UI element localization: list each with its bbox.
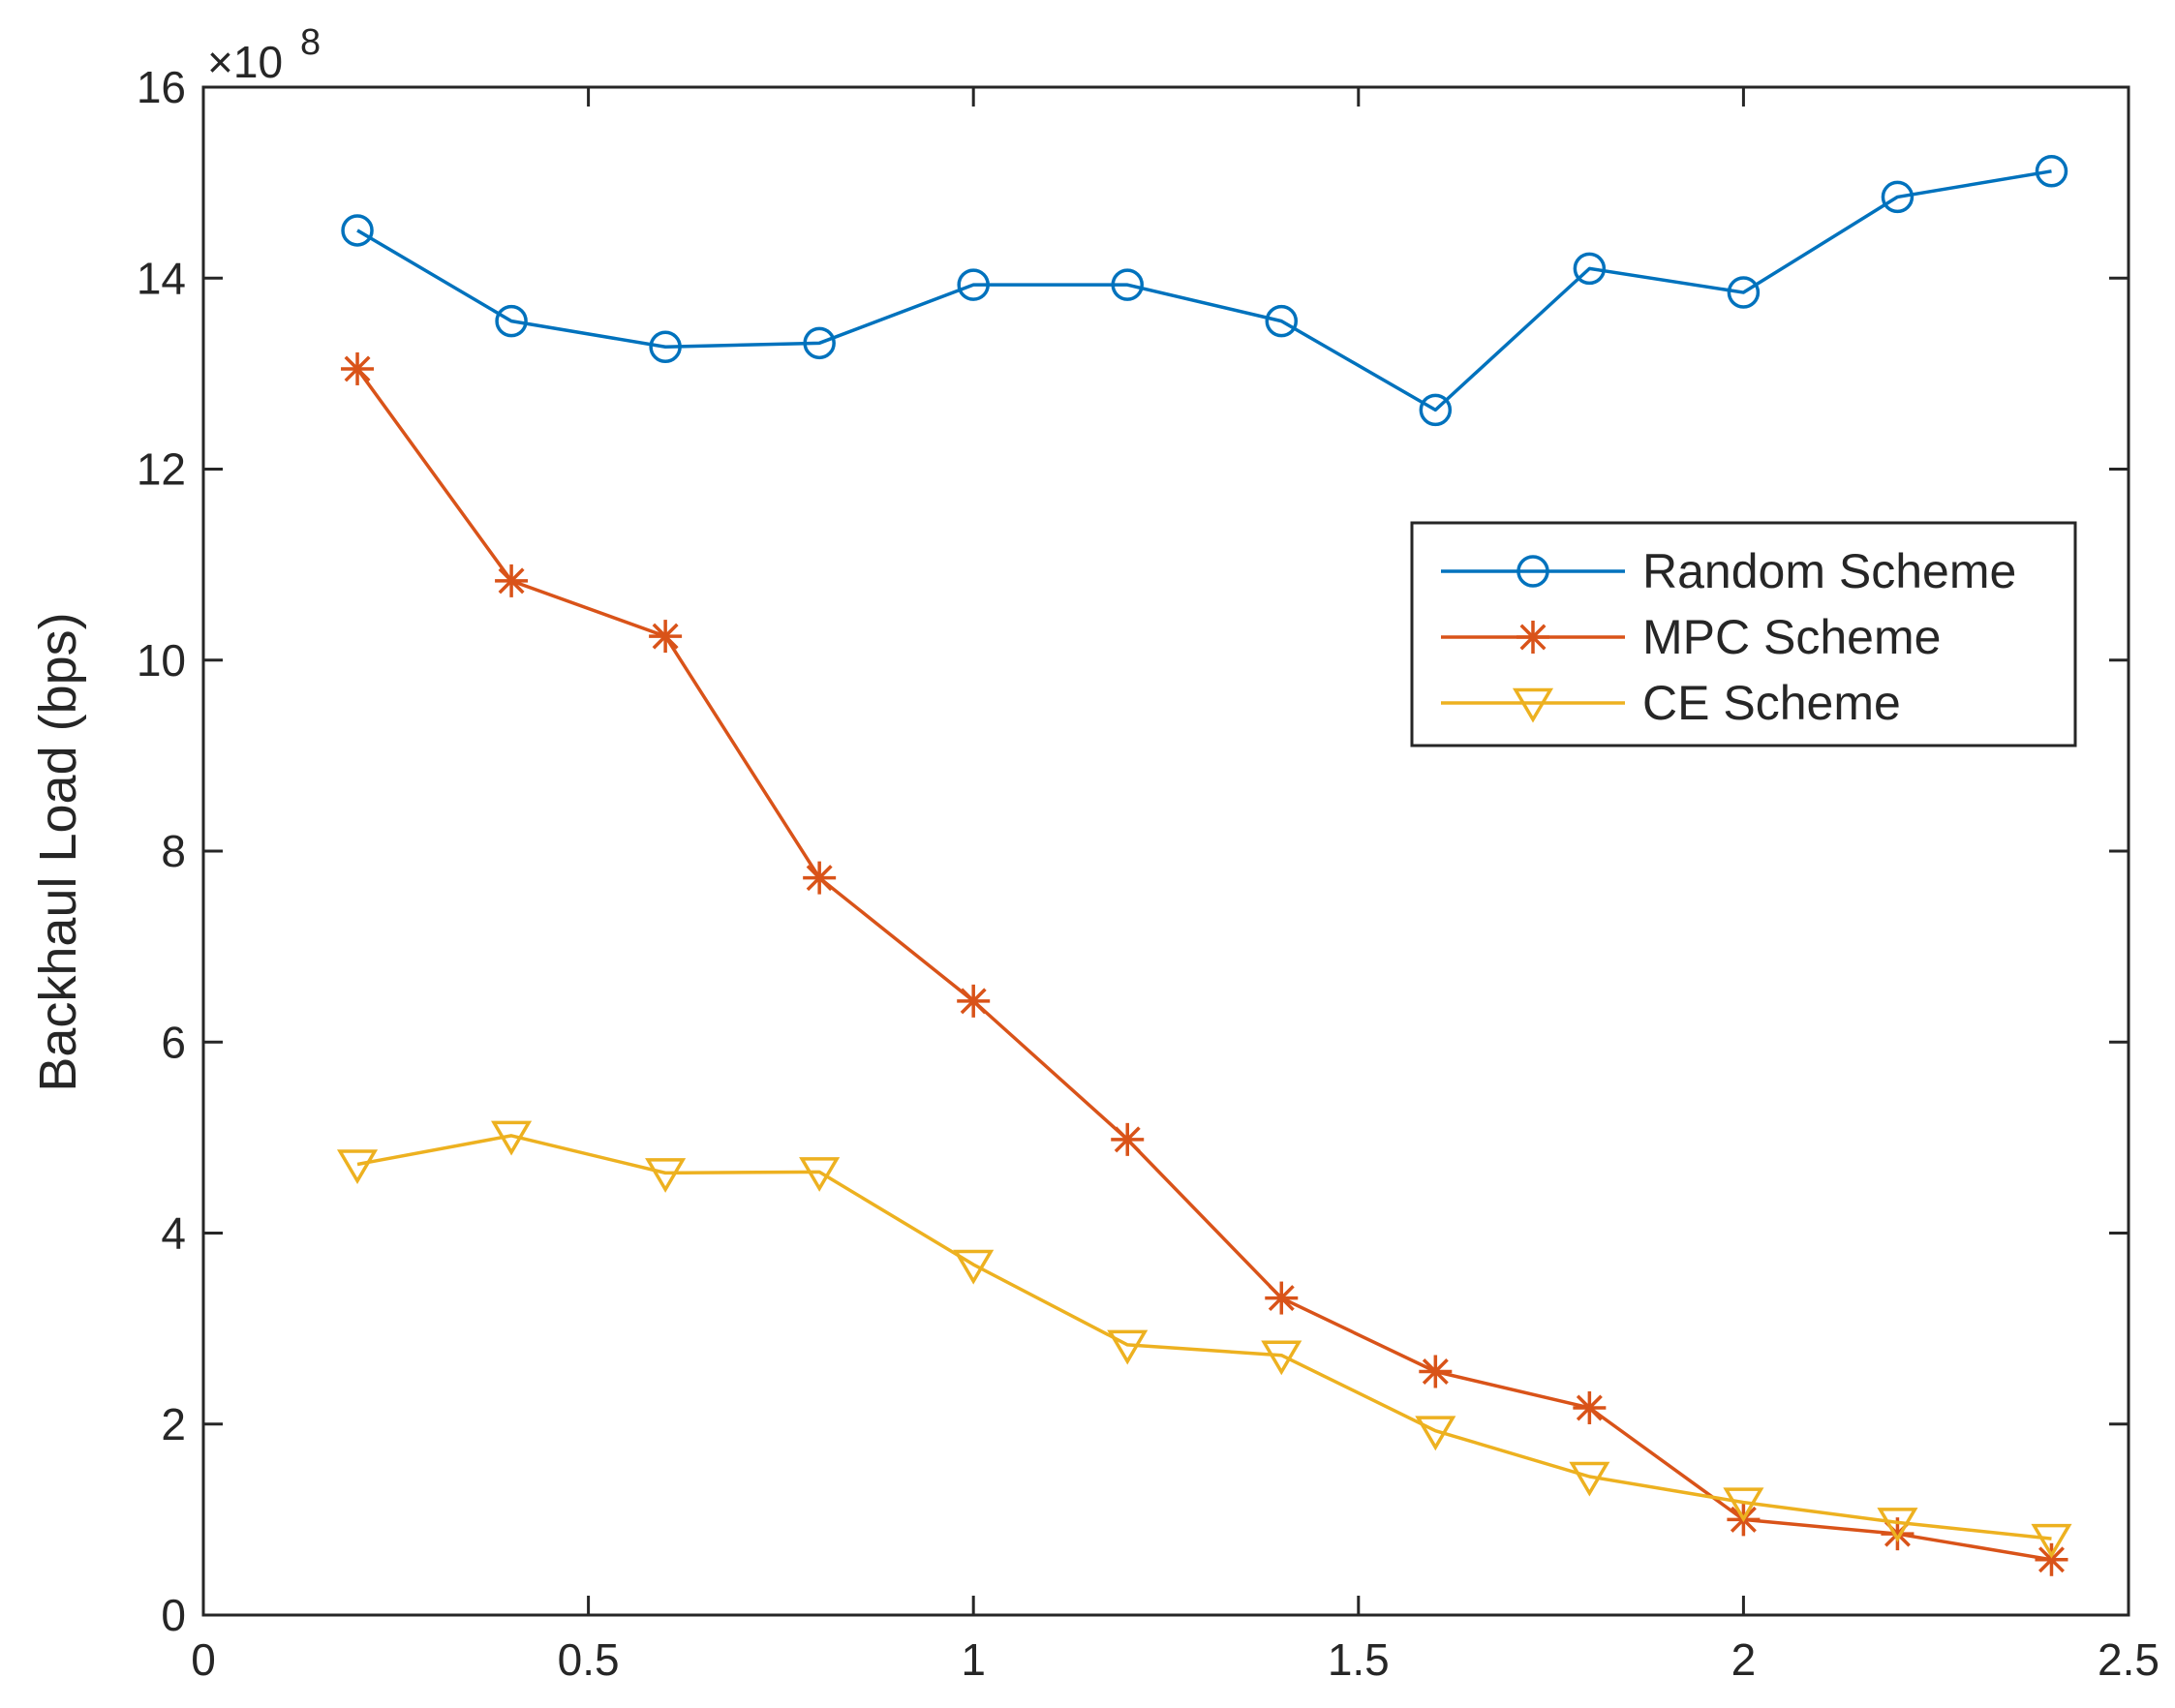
x-tick-label: 2 xyxy=(1731,1634,1757,1685)
y-axis-label: Backhaul Load (bps) xyxy=(29,612,87,1091)
data-point xyxy=(2031,1523,2072,1559)
axes: 0 0.5 1 1.5 2 2.5 0 2 4 6 8 10 12 14 16 xyxy=(137,62,2160,1685)
x-tick-label: 0 xyxy=(191,1634,216,1685)
series-line xyxy=(356,169,2052,412)
legend[interactable]: Random Scheme MPC Scheme CE Scheme xyxy=(1410,521,2077,747)
data-point xyxy=(341,351,375,385)
data-point xyxy=(1415,1416,1456,1451)
y-exponent-power: 8 xyxy=(300,22,321,63)
x-tick-label: 0.5 xyxy=(558,1634,620,1685)
data-point xyxy=(491,1120,533,1156)
y-tick-label: 8 xyxy=(161,826,186,876)
y-tick-label: 10 xyxy=(137,635,186,686)
data-point xyxy=(336,1149,379,1185)
y-tick-label: 2 xyxy=(161,1399,186,1449)
data-point xyxy=(495,304,528,338)
data-point xyxy=(2035,1542,2068,1576)
series-line xyxy=(355,367,2052,1562)
legend-item[interactable]: CE Scheme xyxy=(1441,676,1901,730)
data-point xyxy=(803,326,836,360)
data-point xyxy=(649,330,682,364)
legend-item[interactable]: Random Scheme xyxy=(1441,544,2016,598)
data-point xyxy=(649,620,683,654)
data-point xyxy=(1573,252,1607,286)
data-point xyxy=(1107,1329,1149,1365)
y-exponent-base: ×10 xyxy=(207,37,283,87)
data-point xyxy=(1265,304,1299,338)
y-tick-label: 16 xyxy=(137,62,186,112)
y-tick-label: 6 xyxy=(161,1017,186,1067)
data-point xyxy=(957,984,991,1018)
plot-area xyxy=(336,155,2072,1576)
data-point xyxy=(799,1157,841,1192)
x-tick-label: 1.5 xyxy=(1328,1634,1390,1685)
data-point xyxy=(1881,180,1915,214)
data-point xyxy=(957,268,990,301)
y-tick-label: 0 xyxy=(161,1590,186,1640)
legend-label: MPC Scheme xyxy=(1642,610,1941,664)
data-point xyxy=(1265,1281,1299,1315)
data-point xyxy=(1573,1390,1607,1424)
y-tick-label: 14 xyxy=(137,253,186,303)
data-point xyxy=(1569,1461,1610,1497)
data-point xyxy=(2035,155,2068,188)
y-tick-label: 12 xyxy=(137,444,186,495)
data-point xyxy=(645,1158,687,1193)
y-exponent: ×10 8 xyxy=(207,22,321,87)
data-point xyxy=(1111,1122,1145,1156)
x-tick-label: 1 xyxy=(961,1634,986,1685)
data-point xyxy=(495,564,529,597)
legend-marker xyxy=(1516,555,1549,588)
series-random-scheme xyxy=(341,155,2068,427)
data-point xyxy=(341,214,374,247)
legend-label: Random Scheme xyxy=(1642,544,2016,598)
series-line xyxy=(356,1134,2052,1540)
data-point xyxy=(803,861,837,895)
x-tick-label: 2.5 xyxy=(2098,1634,2160,1685)
legend-marker xyxy=(1512,687,1554,723)
data-point xyxy=(1723,1487,1764,1523)
legend-box xyxy=(1410,521,2077,747)
series-ce-scheme xyxy=(336,1120,2072,1559)
y-tick-label: 4 xyxy=(161,1208,186,1259)
data-point xyxy=(1111,268,1144,301)
data-point xyxy=(1419,393,1453,427)
legend-marker xyxy=(1516,621,1549,654)
legend-label: CE Scheme xyxy=(1642,676,1901,730)
data-point xyxy=(1261,1340,1302,1376)
legend-item[interactable]: MPC Scheme xyxy=(1441,610,1941,664)
data-point xyxy=(953,1249,995,1285)
data-point xyxy=(1877,1508,1918,1542)
data-point xyxy=(1727,276,1761,309)
data-point xyxy=(1419,1355,1453,1388)
